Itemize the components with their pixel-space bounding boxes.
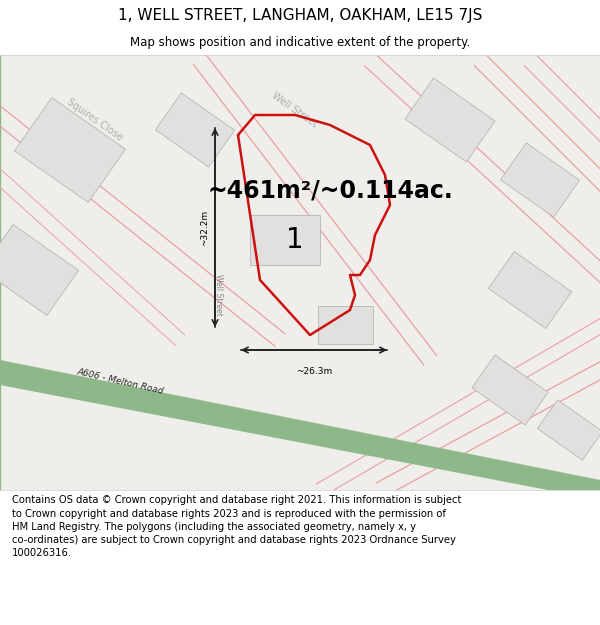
Polygon shape bbox=[405, 78, 495, 162]
Text: Well Street: Well Street bbox=[271, 91, 320, 129]
Polygon shape bbox=[472, 355, 548, 425]
Polygon shape bbox=[155, 93, 235, 167]
Text: A606 - Melton Road: A606 - Melton Road bbox=[76, 368, 164, 396]
Polygon shape bbox=[317, 306, 373, 344]
Text: ~461m²/~0.114ac.: ~461m²/~0.114ac. bbox=[207, 178, 453, 202]
Polygon shape bbox=[14, 98, 125, 202]
Polygon shape bbox=[538, 400, 600, 460]
Polygon shape bbox=[0, 224, 79, 316]
Polygon shape bbox=[500, 143, 580, 217]
Text: 1, WELL STREET, LANGHAM, OAKHAM, LE15 7JS: 1, WELL STREET, LANGHAM, OAKHAM, LE15 7J… bbox=[118, 8, 482, 23]
Polygon shape bbox=[0, 360, 600, 500]
Text: Squires Close: Squires Close bbox=[65, 97, 125, 143]
Text: ~26.3m: ~26.3m bbox=[296, 368, 332, 376]
Text: Well Street: Well Street bbox=[214, 274, 223, 316]
Polygon shape bbox=[488, 251, 572, 329]
Text: 1: 1 bbox=[286, 226, 304, 254]
Polygon shape bbox=[250, 215, 320, 265]
Text: ~32.2m: ~32.2m bbox=[200, 209, 209, 246]
Text: Contains OS data © Crown copyright and database right 2021. This information is : Contains OS data © Crown copyright and d… bbox=[12, 496, 461, 558]
Text: Map shows position and indicative extent of the property.: Map shows position and indicative extent… bbox=[130, 36, 470, 49]
